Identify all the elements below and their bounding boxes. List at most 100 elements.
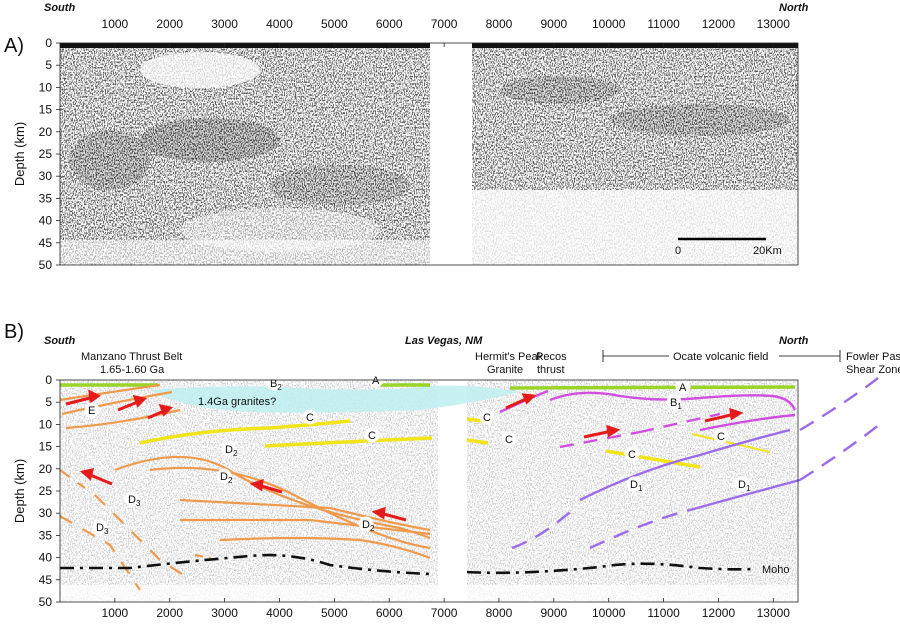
reflector-label-text: C [717,431,725,443]
y-tick-label: 45 [39,236,53,250]
y-tick-label: 35 [39,528,53,542]
fowler-label-line2: Shear Zone [846,364,900,376]
reflector-label: D2 [358,516,375,533]
y-tick-label: 5 [45,395,52,409]
y-tick-label: 40 [39,214,53,228]
y-tick-label: 30 [39,506,53,520]
x-tick-label: 1000 [102,606,129,620]
y-tick-label: 20 [39,125,53,139]
x-tick-label: 5000 [321,606,348,620]
x-tick-label: 4000 [266,17,293,31]
reflector-label: C [713,428,729,444]
x-tick-label: 8000 [486,17,513,31]
pecos-label-line2: thrust [537,364,565,376]
reflector-label-text: E [88,405,95,417]
hermit-label-line2: Granite [487,364,523,376]
panel-b-x-ticks: 1000 2000 3000 4000 5000 6000 7000 8000 9000 1000… [102,598,791,620]
y-tick-label: 40 [39,551,53,565]
panel-b-label: B) [4,321,24,343]
pecos-label-line1: Pecos [536,351,567,363]
y-tick-label: 0 [45,36,52,50]
reflector-label: C [624,446,640,462]
x-tick-label: 13000 [757,606,791,620]
reflector-label: D2 [221,441,238,458]
y-tick-label: 25 [39,484,53,498]
seismic-section-b-left [60,380,438,602]
reflector-d1-lines [511,377,881,550]
panel-b-y-ticks: 0 5 10 15 20 25 30 35 40 45 50 [39,373,60,609]
x-tick-label: 11000 [647,17,680,31]
x-tick-label: 8000 [486,606,513,620]
red-motion-arrows [65,389,744,522]
x-tick-label: 11000 [647,606,680,620]
orange-thrust-lines [59,383,431,591]
reflector-label: D1 [626,476,643,493]
ocate-label: Ocate volcanic field [673,351,768,363]
panel-b-center-title: Las Vegas, NM [405,335,483,347]
moho-label: Moho [762,564,790,576]
panel-b-north-label: North [779,335,809,347]
y-tick-label: 10 [39,80,53,94]
panel-a-north-label: North [779,2,809,14]
ocate-bracket: Ocate volcanic field [602,349,841,363]
reflector-label: B1 [666,394,682,411]
reflector-label: D2 [216,468,233,485]
x-tick-label: 10000 [592,606,626,620]
y-tick-label: 35 [39,191,53,205]
granite-body [150,385,520,413]
panel-b-south-label: South [44,335,75,347]
reflector-label: A [675,379,691,395]
x-tick-label: 2000 [156,17,183,31]
y-tick-label: 15 [39,103,53,117]
x-tick-label: 9000 [540,606,567,620]
seismic-section-a-right [472,43,798,265]
panel-a-x-ticks: 1000 2000 3000 4000 5000 6000 7000 8000 9000 1000… [102,17,791,47]
scale-bar-end: 20Km [753,245,782,257]
x-tick-label: 5000 [321,17,348,31]
fowler-label-line1: Fowler Pass [846,351,900,363]
reflector-label-text: C [628,449,636,461]
x-tick-label: 12000 [702,17,736,31]
panel-a-south-label: South [44,2,75,14]
x-tick-label: 1000 [102,17,129,31]
x-tick-label: 7000 [431,606,458,620]
granites-label: 1.4Ga granites? [198,396,276,408]
reflector-label: C [302,409,318,425]
y-tick-label: 5 [45,58,52,72]
reflector-label: D3 [92,519,109,536]
x-tick-label: 13000 [757,17,791,31]
reflector-label: B2 [266,375,282,392]
y-tick-label: 15 [39,440,53,454]
x-tick-label: 4000 [266,606,293,620]
moho-line [60,553,753,576]
x-tick-label: 3000 [211,17,238,31]
reflector-label: C [364,427,380,443]
reflector-label-text: A [679,382,687,394]
x-tick-label: 12000 [702,606,736,620]
y-tick-label: 30 [39,169,53,183]
reflector-labels: A A B2 B1 C C C C C C D2 D2 D2 D3 D3 D1 D1 E [84,372,751,536]
seismic-section-a-left [60,43,430,265]
manzano-label-line2: 1.65-1.60 Ga [100,364,165,376]
panel-a: A) South North 1000 2000 3000 4000 5000 6000 7… [4,2,809,272]
reflector-label: D1 [734,476,751,493]
panel-b-y-axis-label: Depth (km) [12,459,27,523]
reflector-label-text: A [372,375,380,387]
scale-bar: 0 20Km [675,237,782,257]
y-tick-label: 20 [39,462,53,476]
reflector-label-text: C [505,434,513,446]
reflector-a-lines [60,383,796,390]
x-tick-label: 2000 [156,606,183,620]
manzano-label-line1: Manzano Thrust Belt [81,351,182,363]
y-tick-label: 50 [39,595,53,609]
y-tick-label: 10 [39,417,53,431]
panel-a-label: A) [4,35,24,57]
reflector-label: D3 [124,491,141,508]
hermit-label-line1: Hermit's Peak [475,351,544,363]
x-tick-label: 7000 [431,17,458,31]
reflector-label-text: C [368,430,376,442]
panel-a-y-axis-label: Depth (km) [12,122,27,186]
scale-bar-start: 0 [675,245,681,257]
x-tick-label: 10000 [592,17,626,31]
